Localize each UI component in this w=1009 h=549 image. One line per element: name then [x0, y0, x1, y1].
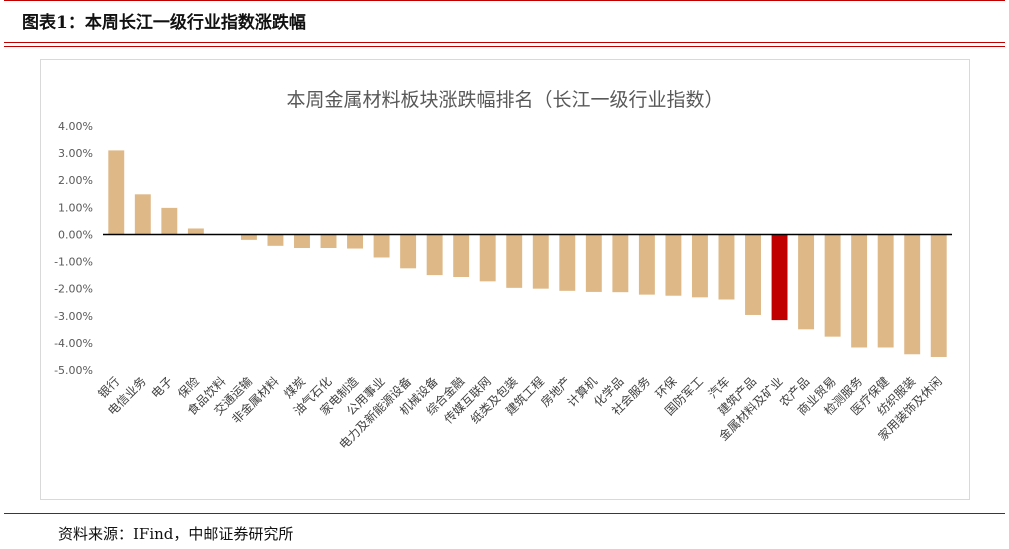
bar [585, 234, 602, 292]
bar [930, 234, 947, 357]
bar [426, 234, 443, 276]
bar [612, 234, 629, 293]
bars [108, 150, 947, 357]
y-tick-label: -1.00% [54, 256, 93, 269]
bar [877, 234, 894, 348]
bar [187, 228, 204, 235]
y-tick-label: 4.00% [58, 120, 93, 133]
bar [320, 234, 337, 248]
bar [267, 234, 284, 246]
bar [294, 234, 310, 248]
bar [851, 234, 868, 348]
header-rule [4, 46, 1005, 47]
bar [479, 234, 496, 282]
x-tick-label: 电子 [149, 374, 176, 401]
bar [532, 234, 549, 289]
bar [798, 234, 815, 330]
chart-title: 本周金属材料板块涨跌幅排名（长江一级行业指数） [286, 89, 723, 111]
footer-rule [4, 513, 1005, 514]
y-tick-label: 0.00% [58, 228, 93, 241]
bar [161, 207, 178, 235]
bar-chart: 本周金属材料板块涨跌幅排名（长江一级行业指数） 4.00% 3.00% 2.00% 1… [54, 89, 952, 452]
bar [638, 234, 655, 295]
bar [373, 234, 390, 258]
bar [691, 234, 708, 298]
y-tick-label: -2.00% [54, 283, 93, 296]
bar [824, 234, 841, 337]
bar [745, 234, 761, 315]
bar [108, 150, 125, 235]
y-tick-label: 3.00% [58, 147, 93, 160]
bar [400, 234, 417, 269]
figure-title: 图表1：本周长江一级行业指数涨跌幅 [22, 13, 306, 33]
y-tick-label: -5.00% [54, 364, 93, 377]
y-axis: 4.00% 3.00% 2.00% 1.00% 0.00% -1.00% -2.00% -3.… [54, 120, 93, 377]
bar [453, 234, 470, 277]
source-note: 资料来源：IFind，中邮证券研究所 [58, 525, 294, 543]
bar [134, 194, 151, 235]
y-tick-label: 2.00% [58, 174, 93, 187]
header-rule-thin [4, 42, 1005, 43]
y-tick-label: -3.00% [54, 310, 93, 323]
bar [240, 234, 257, 240]
bar [665, 234, 682, 296]
bar [718, 234, 735, 300]
chart-frame: 本周金属材料板块涨跌幅排名（长江一级行业指数） 4.00% 3.00% 2.00% 1… [40, 59, 970, 500]
bar [771, 234, 788, 321]
y-tick-label: 1.00% [58, 201, 93, 214]
y-tick-label: -4.00% [54, 337, 93, 350]
bar [904, 234, 921, 355]
top-rule [4, 0, 1005, 1]
bar [506, 234, 523, 288]
bar [559, 234, 576, 291]
bar [347, 234, 364, 249]
